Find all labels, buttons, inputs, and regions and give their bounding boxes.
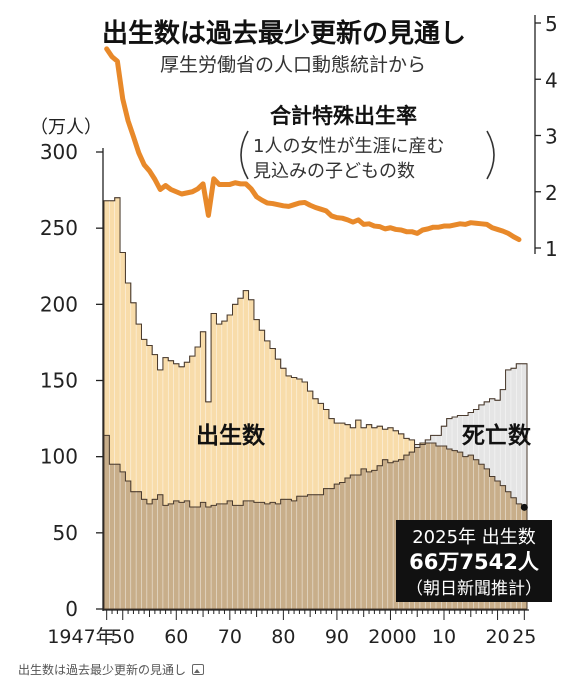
left-unit-label: （万人） bbox=[30, 117, 102, 138]
left-tick-label: 250 bbox=[40, 216, 78, 240]
right-axis: 1 2 3 4 5 bbox=[534, 12, 558, 261]
left-tick-label: 0 bbox=[65, 597, 78, 621]
births-label: 出生数 bbox=[196, 423, 266, 449]
x-tick-label: 60 bbox=[164, 626, 188, 648]
tfr-note-line1: 1人の女性が生涯に産む bbox=[253, 136, 444, 157]
births-outline bbox=[103, 197, 528, 610]
left-tick-label: 300 bbox=[40, 140, 78, 164]
tfr-line bbox=[104, 46, 522, 243]
left-tick-label: 200 bbox=[40, 292, 78, 316]
left-tick-label: 100 bbox=[40, 445, 78, 469]
deaths-label: 死亡数 bbox=[462, 422, 532, 449]
tfr-label: 合計特殊出生率 bbox=[270, 104, 417, 128]
annotation-line3: （朝日新聞推計） bbox=[406, 579, 542, 599]
tfr-note-line2: 見込みの子どもの数 bbox=[253, 161, 415, 182]
x-tick-label: 1947年 bbox=[47, 626, 114, 648]
left-tick-label: 150 bbox=[40, 369, 78, 393]
deaths-outline bbox=[103, 363, 528, 610]
x-tick-label: 70 bbox=[218, 626, 242, 648]
annotation-marker bbox=[520, 503, 528, 511]
right-tick-label: 2 bbox=[545, 181, 558, 205]
x-tick-label: 10 bbox=[432, 626, 456, 648]
x-tick-label: 80 bbox=[271, 626, 295, 648]
annotation-bg bbox=[396, 520, 552, 602]
caption-text: 出生数は過去最少更新の見通し bbox=[18, 663, 187, 677]
left-axis: 0 50 100 150 200 250 300（万人） bbox=[30, 117, 104, 621]
annotation-line2: 66万7542人 bbox=[409, 550, 539, 574]
chart-subtitle: 厚生労働省の人口動態統計から bbox=[160, 54, 426, 76]
left-tick-label: 50 bbox=[53, 521, 78, 545]
right-tick-label: 5 bbox=[545, 12, 558, 36]
x-tick-label: 90 bbox=[325, 626, 349, 648]
right-tick-label: 1 bbox=[545, 237, 558, 261]
x-tick-label: 50 bbox=[111, 626, 135, 648]
x-tick-label: 2000 bbox=[368, 626, 416, 648]
chart-title: 出生数は過去最少更新の見通し bbox=[102, 18, 466, 49]
paren-left bbox=[240, 130, 249, 180]
right-tick-label: 4 bbox=[545, 68, 558, 92]
paren-right bbox=[486, 130, 495, 180]
image-icon[interactable] bbox=[192, 664, 205, 675]
x-tick-label: 25 bbox=[512, 626, 536, 648]
caption: 出生数は過去最少更新の見通し bbox=[18, 661, 205, 678]
annotation-line1: 2025年 出生数 bbox=[412, 527, 536, 548]
x-tick-label: 20 bbox=[485, 626, 509, 648]
right-tick-label: 3 bbox=[545, 125, 558, 149]
